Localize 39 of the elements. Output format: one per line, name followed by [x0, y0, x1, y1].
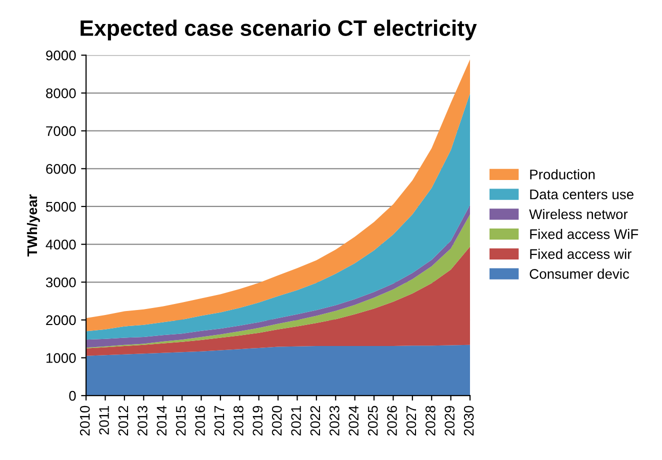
x-tick-label: 2013 — [138, 406, 148, 436]
y-tick-label: 8000 — [46, 88, 76, 98]
legend-label: Data centers use — [530, 190, 634, 200]
x-tick-label: 2016 — [195, 406, 205, 436]
y-tick-label: 1000 — [46, 353, 76, 363]
x-tick-label: 2028 — [426, 406, 436, 436]
x-tick-label: 2027 — [406, 406, 416, 436]
x-tick-label: 2011 — [99, 406, 109, 434]
legend-label: Wireless networ — [529, 208, 628, 220]
x-tick-label: 2018 — [234, 406, 244, 436]
x-tick-label: 2020 — [272, 406, 282, 436]
x-tick-label: 2019 — [252, 406, 263, 436]
y-tick-label: 5000 — [46, 202, 76, 212]
y-tick-label: 4000 — [46, 240, 76, 250]
x-tick-label: 2014 — [156, 406, 167, 436]
x-tick-label: 2012 — [118, 406, 128, 436]
y-tick-label: 9000 — [46, 50, 76, 60]
y-tick-label: 3000 — [46, 277, 76, 288]
x-tick-label: 2029 — [444, 406, 455, 436]
legend-label: Fixed access wir — [530, 248, 632, 259]
x-tick-label: 2015 — [176, 406, 186, 436]
y-tick-label: 2000 — [46, 315, 76, 326]
legend-label: Fixed access WiF — [530, 228, 638, 240]
legend-label: Consumer devic — [530, 268, 630, 279]
y-axis-title: TWh/year — [26, 194, 40, 256]
x-tick-label: 2025 — [368, 406, 378, 436]
y-tick-label: 7000 — [46, 126, 76, 136]
x-tick-label: 2022 — [310, 406, 320, 436]
x-tick-label: 2024 — [348, 406, 359, 436]
legend-label: Production — [530, 169, 595, 180]
x-tick-label: 2023 — [330, 406, 340, 436]
x-tick-label: 2010 — [80, 406, 90, 436]
y-tick-label: 6000 — [46, 164, 76, 174]
x-tick-label: 2021 — [291, 406, 301, 436]
y-tick-label: 0 — [69, 390, 76, 401]
chart-title: Expected case scenario CT electricity — [80, 20, 477, 40]
x-tick-label: 2026 — [387, 406, 397, 436]
x-tick-label: 2017 — [214, 406, 224, 436]
x-tick-label: 2030 — [464, 406, 474, 436]
